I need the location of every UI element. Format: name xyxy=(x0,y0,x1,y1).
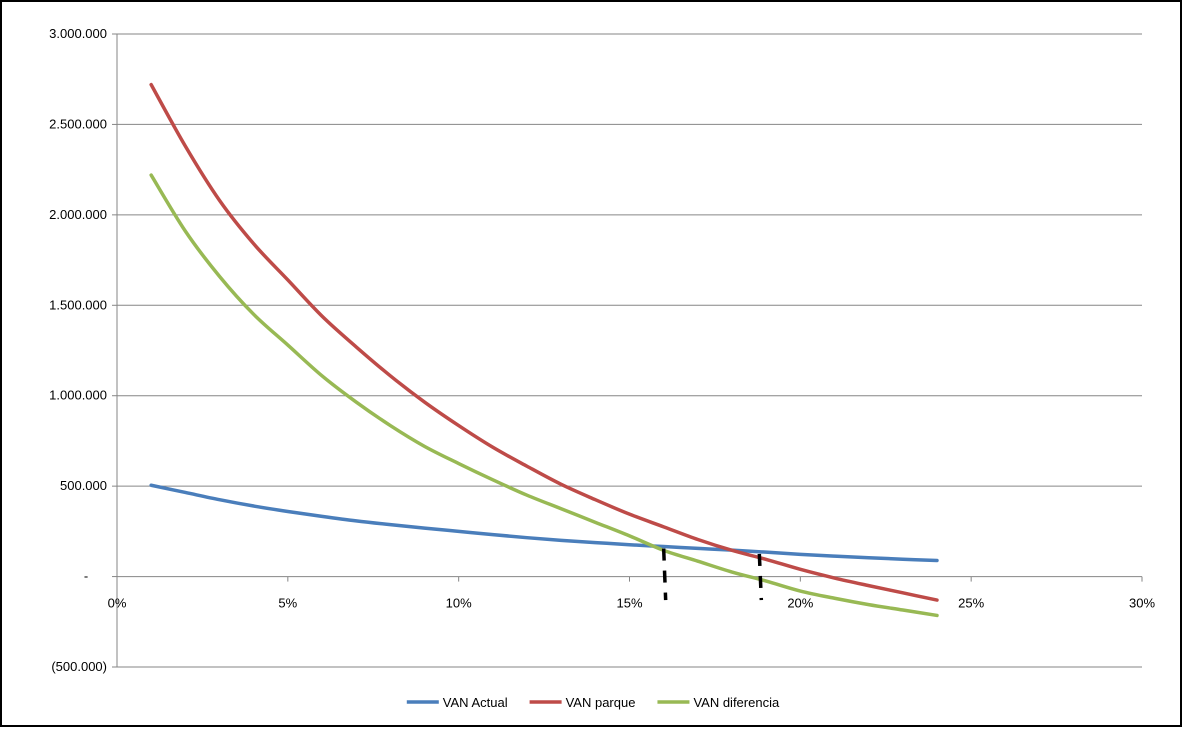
x-tick-label: 25% xyxy=(958,596,984,611)
y-tick-label: - xyxy=(84,569,88,584)
x-tick-label: 30% xyxy=(1129,596,1155,611)
legend-label-van-diferencia: VAN diferencia xyxy=(693,695,780,710)
y-tick-label: 1.500.000 xyxy=(49,297,107,312)
series-line-van-actual xyxy=(149,483,939,563)
y-tick-label: (500.000) xyxy=(51,659,107,674)
annotations-group xyxy=(661,548,764,601)
y-axis: 3.000.000 2.500.000 2.000.000 1.500.000 1.00… xyxy=(49,26,118,674)
dashed-marker xyxy=(757,553,764,601)
y-tick-label: 500.000 xyxy=(60,478,107,493)
x-tick-label: 10% xyxy=(446,596,472,611)
y-tick-label: 2.500.000 xyxy=(49,116,107,131)
x-tick-label: 20% xyxy=(787,596,813,611)
x-tick-label: 0% xyxy=(108,596,127,611)
gridlines xyxy=(117,33,1142,668)
series-line-van-parque xyxy=(149,82,939,602)
series-group xyxy=(149,82,939,618)
y-tick-label: 1.000.000 xyxy=(49,388,107,403)
legend-label-van-actual: VAN Actual xyxy=(443,695,508,710)
series-line-van-diferencia xyxy=(149,173,939,618)
y-tick-label: 3.000.000 xyxy=(49,26,107,41)
y-tick-label: 2.000.000 xyxy=(49,207,107,222)
legend: VAN Actual VAN parque VAN diferencia xyxy=(406,695,780,710)
x-tick-label: 5% xyxy=(278,596,297,611)
x-tick-label: 15% xyxy=(616,596,642,611)
dashed-marker xyxy=(661,548,668,601)
legend-label-van-parque: VAN parque xyxy=(566,695,636,710)
x-axis: 0% 5% 10% 15% 20% 25% 30% xyxy=(108,576,1155,611)
